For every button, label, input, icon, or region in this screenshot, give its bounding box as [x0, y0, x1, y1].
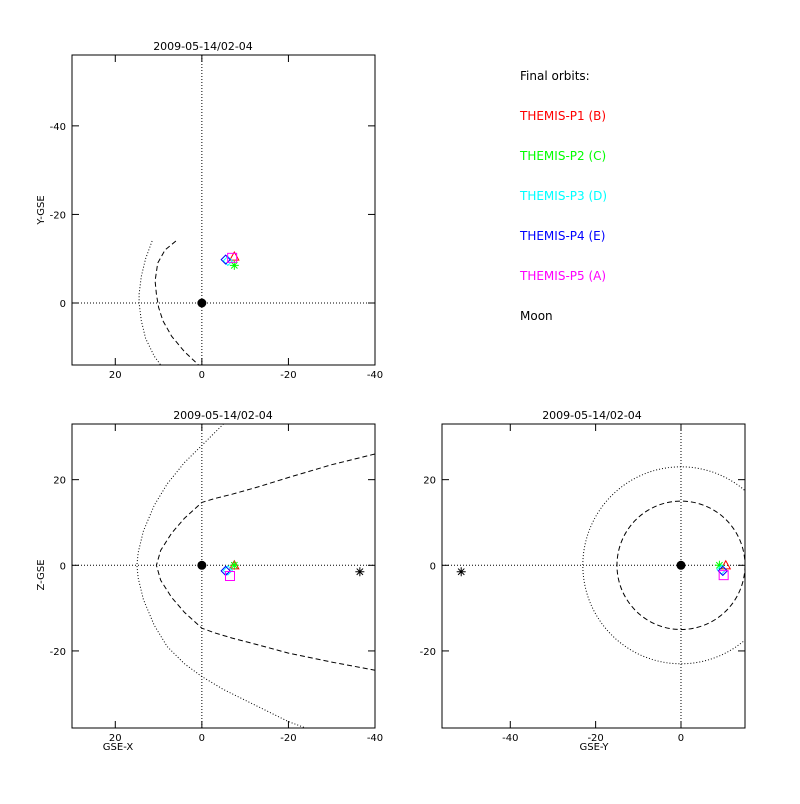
panel-1-ytick-label: 20 [53, 476, 66, 487]
panel-2-plot-area [456, 466, 745, 665]
panel-2-ytick-label: 0 [430, 561, 436, 572]
legend-entry-p3: THEMIS-P3 (D) [519, 189, 607, 203]
panel-1-xtick-label: 0 [199, 733, 205, 744]
panel-0-xtick-label: -40 [367, 370, 383, 381]
panel-2-themis-p5-a-marker [718, 570, 729, 581]
panel-2-xtick-label: -40 [502, 733, 518, 744]
panel-2-frame [441, 423, 746, 729]
panel-2-ytick-label: -20 [420, 647, 436, 658]
legend: Final orbits: THEMIS-P1 (B) THEMIS-P2 (C… [519, 69, 607, 323]
panel-0-ytick-label: 0 [60, 299, 66, 310]
panel-0-xtick-label: 20 [109, 370, 122, 381]
panel-xz: 2009-05-14/02-04 Z-GSE GSE-X 20 0 -20 -40 20… [36, 409, 383, 753]
panel-0-bow-shock-curve [138, 240, 162, 365]
panel-1-xtick-label: -20 [280, 733, 296, 744]
panel-xy-ylabel: Y-GSE [36, 195, 47, 225]
panel-0-xtick-label: 0 [199, 370, 205, 381]
panel-0-ytick-label: -20 [50, 210, 66, 221]
panel-2-xtick-label: -20 [587, 733, 603, 744]
panel-xy: 2009-05-14/02-04 Y-GSE 20 0 -20 -40 -40 -20 0 [36, 40, 383, 536]
panel-0-themis-p3-d-marker [222, 255, 234, 267]
panel-xy-title: 2009-05-14/02-04 [153, 40, 253, 53]
panel-2-bow-shock-curve [582, 466, 745, 665]
panel-yz-xlabel: GSE-Y [580, 742, 610, 753]
panel-2-themis-p4-e-marker [717, 565, 729, 577]
panel-1-earth-marker [197, 560, 207, 570]
panel-1-plot-area [136, 424, 375, 728]
panel-1-bow-shock-curve [136, 424, 306, 728]
panel-0-moon-marker [355, 527, 364, 536]
legend-heading: Final orbits: [520, 69, 590, 83]
legend-entry-moon: Moon [520, 309, 553, 323]
panel-yz-title: 2009-05-14/02-04 [542, 409, 642, 422]
panel-2-ytick-label: 20 [423, 476, 436, 487]
panel-1-magnetopause-curve [155, 453, 375, 671]
panel-0-ytick-label: -40 [50, 122, 66, 133]
panel-1-themis-p5-a-marker [224, 571, 235, 581]
panel-1-moon-marker [355, 567, 365, 577]
panel-0-earth-marker [197, 298, 207, 308]
panel-0-xtick-label: -20 [280, 370, 296, 381]
panel-1-themis-p3-d-marker [222, 565, 234, 576]
legend-entry-p5: THEMIS-P5 (A) [519, 269, 606, 283]
panel-1-xtick-label: 20 [109, 733, 122, 744]
panel-0-themis-p2-c-marker [229, 260, 239, 270]
panel-0-themis-p5-a-marker [227, 252, 238, 263]
panel-0-themis-p4-e-marker [220, 254, 231, 265]
panel-xz-ylabel: Z-GSE [36, 559, 47, 590]
panel-2-earth-marker [676, 560, 686, 570]
panel-xz-title: 2009-05-14/02-04 [173, 409, 273, 422]
panel-xz-xlabel: GSE-X [103, 742, 134, 753]
panel-yz: 2009-05-14/02-04 GSE-Y -40 -20 0 20 0 -20 [420, 409, 746, 753]
panel-0-frame [71, 54, 376, 366]
panel-0-magnetopause-curve [154, 240, 200, 365]
panel-2-magnetopause-curve [616, 500, 745, 631]
legend-entry-p4: THEMIS-P4 (E) [519, 229, 605, 243]
panel-2-xtick-label: 0 [678, 733, 684, 744]
panel-1-ytick-label: 0 [60, 561, 66, 572]
panel-2-moon-marker [456, 567, 466, 577]
panel-1-ytick-label: -20 [50, 647, 66, 658]
panel-2-themis-p2-c-marker [714, 560, 724, 570]
panel-1-themis-p2-c-marker [229, 560, 239, 570]
panel-1-xtick-label: -40 [367, 733, 383, 744]
panel-0-plot-area [138, 240, 364, 536]
panel-1-frame [71, 423, 376, 729]
legend-entry-p1: THEMIS-P1 (B) [519, 109, 606, 123]
legend-entry-p2: THEMIS-P2 (C) [519, 149, 606, 163]
